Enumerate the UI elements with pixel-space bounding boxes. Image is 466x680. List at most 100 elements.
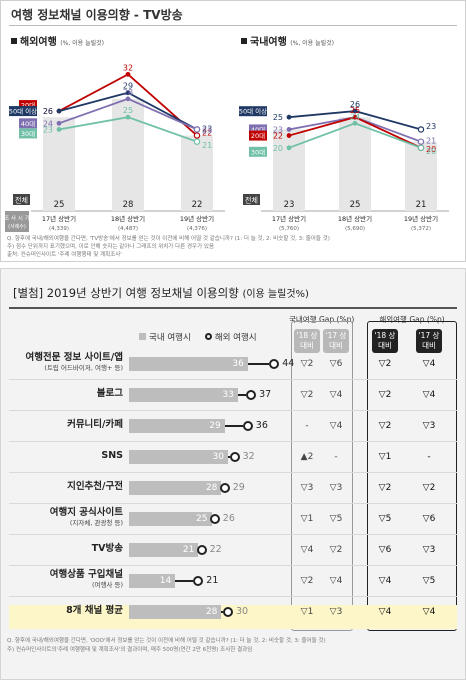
- appendix-note-line: Q. 향후에 국내/해외여행을 간다면, 'OOO'에서 정보를 얻는 것이 이…: [7, 638, 326, 644]
- series-data-label: 24: [350, 112, 360, 121]
- square-bullet-icon: [241, 38, 247, 44]
- series-data-label: 26: [350, 100, 360, 109]
- series-data-label: 20: [426, 145, 436, 154]
- group-label-domestic: 국내여행 Gap (%p): [289, 315, 355, 324]
- col-header-overseas-vs17: '17 상 대비: [416, 329, 442, 353]
- overseas-value: 22: [209, 544, 222, 555]
- channel-label: 커뮤니티/카페: [7, 419, 123, 430]
- period-sublabel: (사례수): [8, 223, 26, 230]
- row-divider: [9, 596, 457, 597]
- domestic-value: 14: [159, 576, 172, 586]
- gap-overseas-vs17: ▽3: [422, 421, 436, 431]
- overseas-value: 21: [206, 575, 219, 586]
- channel-name: 8개 채널 평균: [66, 605, 123, 616]
- gap-domestic-vs17: ▽2: [329, 545, 343, 555]
- channel-name: TV방송: [91, 543, 123, 554]
- gap-overseas-vs18: ▽4: [378, 576, 392, 586]
- series-tag-box: [249, 124, 267, 135]
- series-point: [56, 127, 62, 132]
- channel-name: 블로그: [96, 388, 123, 399]
- period-tick-label: 19년 상반기: [180, 214, 214, 223]
- domestic-value: 28: [205, 483, 218, 493]
- series-data-label: 23: [43, 125, 53, 134]
- gap-domestic-vs17: ▽4: [329, 576, 343, 586]
- domestic-bar: [129, 481, 222, 495]
- series-point: [125, 96, 131, 102]
- gap-line: [247, 363, 270, 365]
- series-tag-label: 50대 이상: [239, 107, 267, 116]
- series-point: [56, 108, 62, 114]
- series-data-label: 32: [123, 63, 133, 72]
- total-bar-label: 25: [350, 200, 361, 210]
- gap-line: [228, 456, 230, 458]
- series-tag-label: 30대: [251, 148, 265, 156]
- overseas-value: 44: [282, 358, 295, 369]
- channel-name: 지인추천/구전: [67, 481, 123, 492]
- gap-domestic-vs18: ▽2: [300, 390, 314, 400]
- series-point: [352, 114, 358, 120]
- gap-domestic-vs18: ▲2: [300, 452, 314, 462]
- top-title: 여행 정보채널 이용의향 - TV방송: [11, 8, 183, 22]
- channel-label: 지인추천/구전: [7, 481, 123, 492]
- series-data-label: 22: [202, 128, 212, 137]
- col-header-domestic-vs18: '18 상 대비: [294, 329, 320, 353]
- series-data-label: 20: [273, 144, 283, 153]
- overseas-dot: [196, 545, 207, 555]
- series-data-label: 28: [123, 88, 133, 97]
- series-point: [352, 108, 358, 114]
- channel-label: SNS: [7, 450, 123, 461]
- series-point: [286, 127, 292, 132]
- tv-broadcast-section: 여행 정보채널 이용의향 - TV방송 해외여행 (%, 이용 늘릴것) 국내여…: [0, 0, 466, 262]
- series-tag-label: 40대: [21, 120, 35, 128]
- series-point: [56, 120, 62, 126]
- gap-overseas-vs18: ▽2: [378, 483, 392, 493]
- total-tag-box: [243, 194, 260, 205]
- overseas-value: 36: [255, 420, 268, 431]
- channel-name: 여행지 공식사이트: [49, 507, 123, 518]
- series-point: [286, 133, 292, 138]
- domestic-bar: [129, 388, 238, 402]
- top-notes: Q. 향후에 국내/해외여행을 간다면, 'TV방송'에서 정보를 얻는 것이 …: [7, 235, 330, 259]
- chart-legend: 국내 여행시 해외 여행시: [139, 331, 257, 343]
- gap-overseas-vs18: ▽5: [378, 514, 392, 524]
- gap-domestic-vs17: ▽6: [329, 359, 343, 369]
- channel-label: 여행상품 구입채널 (여행사 등): [7, 569, 123, 591]
- series-point: [286, 145, 292, 151]
- series-point: [417, 138, 425, 145]
- appendix-subtitle: (이용 늘릴것%): [242, 289, 309, 300]
- domestic-value: 33: [222, 390, 234, 400]
- gap-overseas-vs18: ▽6: [378, 545, 392, 555]
- total-bar: [181, 135, 213, 211]
- panel-unit-overseas: (%, 이용 늘릴것): [60, 40, 105, 47]
- gap-overseas-vs18: ▽2: [378, 390, 392, 400]
- series-tag-box: [239, 106, 267, 117]
- series-point: [193, 132, 201, 139]
- overseas-value: 26: [222, 513, 235, 524]
- row-divider: [9, 503, 457, 504]
- row-divider: [9, 534, 457, 535]
- series-data-label: 26: [43, 107, 53, 116]
- row-divider: [9, 379, 457, 380]
- channel-subname: (여행사 등): [91, 581, 123, 589]
- appendix-title: [별첨] 2019년 상반기 여행 정보채널 이용의향 (이용 늘릴것%): [13, 285, 309, 301]
- channel-label: 블로그: [7, 388, 123, 399]
- overseas-dot: [229, 452, 240, 462]
- gap-domestic-vs18: ▽1: [300, 514, 314, 524]
- channel-label: TV방송: [7, 543, 123, 554]
- row-divider: [9, 472, 457, 473]
- domestic-value: 29: [209, 421, 221, 431]
- square-bullet-icon: [11, 38, 17, 44]
- top-note-line: Q. 향후에 국내/해외여행을 간다면, 'TV방송'에서 정보를 얻는 것이 …: [7, 236, 330, 242]
- domestic-bar: [129, 357, 248, 371]
- sample-count-label: (5,690): [345, 226, 365, 232]
- total-tag-box: [13, 194, 30, 205]
- legend-circle-icon: [204, 333, 212, 340]
- gap-line: [237, 394, 247, 396]
- panel-title-domestic: 국내여행 (%, 이용 늘릴것): [241, 33, 334, 48]
- appendix-section: [별첨] 2019년 상반기 여행 정보채널 이용의향 (이용 늘릴것%) 국내…: [0, 268, 466, 680]
- channel-label: 여행전문 정보 사이트/앱 (트립 어드바이저, 여행+ 등): [7, 352, 124, 374]
- period-tick-label: 18년 상반기: [338, 214, 372, 223]
- channel-label: 8개 채널 평균: [7, 605, 123, 616]
- group-box-overseas: [367, 321, 457, 631]
- series-data-label: 25: [123, 106, 133, 115]
